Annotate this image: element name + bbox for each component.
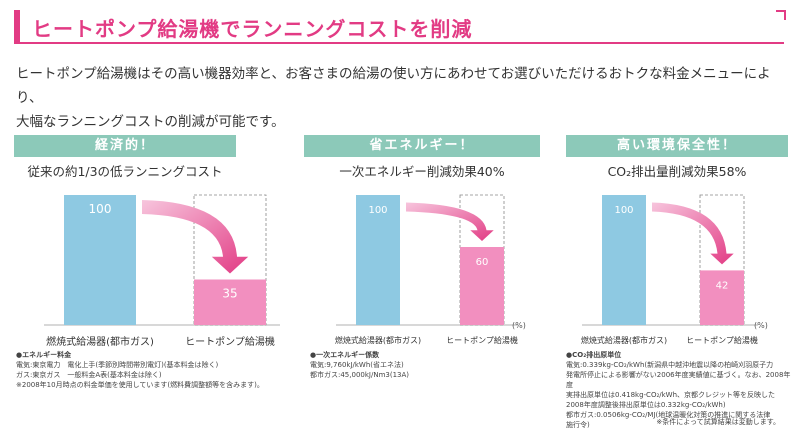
- footnote: ※条件によって試算結果は変動します。: [656, 418, 780, 426]
- bar-value-label: 100: [89, 202, 112, 216]
- chart-panel-co2: 高い環境保全性！ CO₂排出量削減効果58% 100 燃焼式給湯器(都市ガス) 42…: [566, 135, 788, 345]
- panel-subtitle: 一次エネルギー削減効果40%: [339, 164, 505, 179]
- note-heading: ●CO₂排出原単位: [566, 351, 622, 359]
- unit-label: (%): [754, 321, 768, 330]
- chart-panel-economy: 経済的！ 従来の約1/3の低ランニングコスト 100 燃焼式給湯器(都市ガス) 35…: [14, 135, 280, 348]
- intro-text: ヒートポンプ給湯機はその高い機器効率と、お客さまの給湯の使い方にあわせてお選びい…: [16, 62, 786, 134]
- category-label: 燃焼式給湯器(都市ガス): [46, 335, 154, 348]
- bar-1: [700, 270, 744, 325]
- panel-title: 高い環境保全性！: [566, 135, 788, 157]
- note-line: 電気:東京電力 電化上手(季節別時間帯別電灯)(基本料金は除く): [16, 361, 219, 369]
- bar-0: [356, 195, 400, 325]
- bar-value-label: 100: [368, 205, 387, 216]
- bar-value-label: 35: [222, 287, 237, 301]
- title-bar: ヒートポンプ給湯機でランニングコストを削減: [14, 10, 786, 44]
- panel-subtitle: 従来の約1/3の低ランニングコスト: [27, 164, 223, 179]
- category-label: ヒートポンプ給湯機: [185, 335, 275, 348]
- category-label: ヒートポンプ給湯機: [686, 335, 758, 345]
- note-line: ※2008年10月時点の料金単価を使用しています(燃料費調整額等を含みます)。: [16, 381, 264, 389]
- panel-subtitle: CO₂排出量削減効果58%: [607, 164, 747, 179]
- bar-0: [602, 195, 646, 325]
- chart-svg: 100 燃焼式給湯器(都市ガス) 35 ヒートポンプ給湯機: [44, 194, 280, 348]
- note-heading: ●一次エネルギー係数: [310, 351, 380, 359]
- reduction-arrow-icon: [142, 200, 249, 274]
- note-line: 発電所停止による影響がない2006年度実績値に基づく。なお、2008年度: [566, 371, 791, 389]
- category-label: 燃焼式給湯器(都市ガス): [335, 335, 421, 345]
- note-line: ガス:東京ガス 一般料金A表(基本料金は除く): [16, 371, 162, 379]
- bar-0: [64, 195, 136, 325]
- category-label: 燃焼式給湯器(都市ガス): [581, 335, 667, 345]
- reduction-arrow-icon: [406, 202, 494, 241]
- reduction-arrow-icon: [652, 202, 734, 265]
- note-line: 施行令): [566, 421, 590, 429]
- page-title: ヒートポンプ給湯機でランニングコストを削減: [32, 17, 473, 41]
- note-line: 電気:0.339kg-CO₂/kWh(新潟県中越沖地震以降の柏崎刈羽原子力: [566, 361, 774, 369]
- notes-co2-factor: ●CO₂排出原単位 電気:0.339kg-CO₂/kWh(新潟県中越沖地震以降の…: [566, 350, 792, 430]
- bar-1: [194, 279, 266, 325]
- note-line: 2008年度調整後排出原単位は0.332kg-CO₂/kWh): [566, 401, 726, 409]
- bar-value-label: 42: [716, 280, 729, 291]
- bar-1: [460, 247, 504, 325]
- chart-svg: 100 燃焼式給湯器(都市ガス) 60 ヒートポンプ給湯機: [335, 194, 518, 345]
- corner-decoration-icon: [776, 10, 786, 20]
- chart-svg: 100 燃焼式給湯器(都市ガス) 42 ヒートポンプ給湯機: [581, 194, 758, 345]
- panel-title: 省エネルギー！: [304, 135, 540, 157]
- bar-value-label: 100: [614, 205, 633, 216]
- intro-line: ヒートポンプ給湯機はその高い機器効率と、お客さまの給湯の使い方にあわせてお選びい…: [16, 66, 771, 106]
- unit-label: (%): [512, 321, 526, 330]
- category-label: ヒートポンプ給湯機: [446, 335, 518, 345]
- note-heading: ●エネルギー料金: [16, 351, 72, 359]
- bar-value-label: 60: [476, 257, 489, 268]
- note-line: 都市ガス:0.0506kg-CO₂/MJ(地球温暖化対策の推進に関する法律: [566, 411, 771, 419]
- note-line: 電気:9,760kJ/kWh(省エネ法): [310, 361, 404, 369]
- chart-panel-energy: 省エネルギー！ 一次エネルギー削減効果40% 100 燃焼式給湯器(都市ガス) 60…: [304, 135, 540, 345]
- panel-title: 経済的！: [14, 135, 236, 157]
- note-line: 都市ガス:45,000kJ/Nm3(13A): [310, 371, 409, 379]
- intro-line: 大幅なランニングコストの削減が可能です。: [16, 114, 285, 130]
- note-line: 実排出原単位は0.418kg-CO₂/kWh、京都クレジット等を反映した: [566, 391, 776, 399]
- notes-energy-price: ●エネルギー料金 電気:東京電力 電化上手(季節別時間帯別電灯)(基本料金は除く…: [16, 350, 296, 390]
- notes-primary-energy: ●一次エネルギー係数 電気:9,760kJ/kWh(省エネ法) 都市ガス:45,…: [310, 350, 540, 380]
